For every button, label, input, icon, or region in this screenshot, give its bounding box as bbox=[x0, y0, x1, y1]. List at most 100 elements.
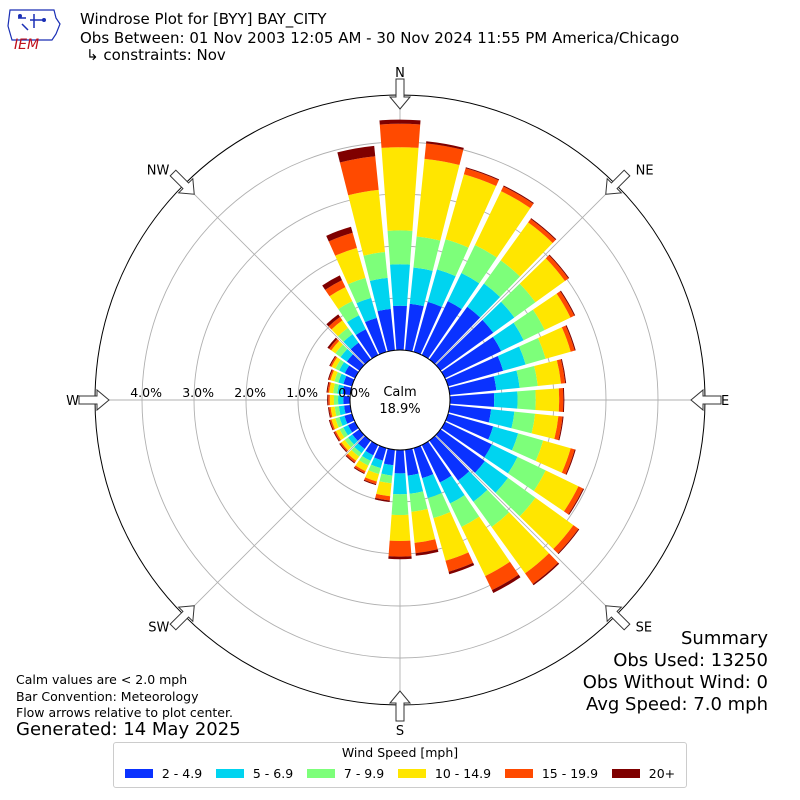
windrose-bar-segment bbox=[427, 269, 456, 307]
windrose-bar-segment bbox=[370, 457, 383, 469]
windrose-bar-segment bbox=[435, 429, 485, 473]
compass-label-se: SE bbox=[636, 621, 652, 636]
windrose-bar-segment bbox=[365, 441, 379, 456]
legend-items: 2 - 4.9 5 - 6.9 7 - 9.9 10 - 14.9 15 - 19.9 2… bbox=[118, 766, 682, 781]
windrose-bar-segment bbox=[450, 495, 480, 527]
windrose-bar-segment bbox=[348, 434, 358, 445]
iem-logo-graphic: IEM bbox=[7, 9, 61, 53]
windrose-bar-segment bbox=[553, 525, 579, 554]
flow-arrow bbox=[169, 605, 195, 631]
windrose-bar-segment bbox=[339, 427, 348, 438]
legend-swatch bbox=[306, 769, 335, 778]
windrose-bar-segment bbox=[448, 376, 497, 395]
windrose-bar-segment bbox=[519, 497, 574, 550]
windrose-bar-segment bbox=[338, 395, 344, 405]
grid-spoke bbox=[184, 184, 401, 401]
windrose-bar-segment bbox=[463, 168, 499, 187]
windrose-bar-segment bbox=[379, 473, 393, 484]
windrose-bar-segment bbox=[333, 383, 339, 394]
windrose-bar-segment bbox=[535, 388, 560, 412]
windrose-bar-segment bbox=[346, 354, 365, 371]
legend-item: 5 - 6.9 bbox=[215, 766, 293, 781]
windrose-bar-segment bbox=[528, 219, 556, 243]
windrose-bar-segment bbox=[331, 357, 341, 369]
compass-label-n: N bbox=[395, 66, 405, 81]
flow-note: Flow arrows relative to plot center. bbox=[16, 705, 233, 720]
windrose-bar-segment bbox=[334, 372, 342, 383]
windrose-bar-segment bbox=[327, 382, 331, 393]
legend-swatch bbox=[397, 769, 426, 778]
windrose-bar-segment bbox=[421, 441, 452, 483]
compass-label-nw: NW bbox=[147, 163, 170, 178]
windrose-bar-segment bbox=[491, 512, 550, 574]
windrose-bar-segment bbox=[327, 337, 338, 349]
windrose-bar-segment bbox=[422, 474, 442, 499]
windrose-bar-segment bbox=[533, 470, 579, 512]
windrose-bar-segment bbox=[561, 325, 575, 352]
windrose-bar-segment bbox=[381, 463, 394, 476]
windrose-bar-segment bbox=[482, 301, 515, 333]
windrose-bar-segment bbox=[339, 443, 348, 453]
ring-label: 4.0% bbox=[130, 385, 162, 400]
iem-logo: IEM bbox=[4, 6, 64, 53]
flow-arrow bbox=[690, 388, 722, 412]
ring-label: 3.0% bbox=[182, 385, 214, 400]
windrose-bar-segment bbox=[461, 244, 497, 284]
windrose-bar-segment bbox=[483, 260, 521, 298]
windrose-bar-segment bbox=[548, 254, 570, 279]
windrose-bar-segment bbox=[474, 191, 531, 258]
windrose-bar-segment bbox=[426, 141, 464, 150]
windrose-bar-segment bbox=[338, 301, 360, 323]
windrose-bar-segment bbox=[433, 512, 469, 561]
windrose-bar-segment bbox=[326, 381, 330, 393]
windrose-bar-segment bbox=[439, 475, 465, 504]
windrose-bar-segment bbox=[493, 391, 518, 409]
windrose-bar-segment bbox=[497, 346, 526, 371]
ring-label: 2.0% bbox=[234, 385, 266, 400]
grid-spoke bbox=[184, 399, 401, 616]
flow-arrow bbox=[605, 169, 631, 195]
windrose-bar-segment bbox=[335, 429, 345, 441]
windrose-bar-segment bbox=[344, 405, 352, 414]
windrose-bar-segment bbox=[328, 316, 343, 330]
windrose-bar-segment bbox=[335, 247, 366, 285]
windrose-bar-segment bbox=[508, 456, 546, 491]
windrose-bar-segment bbox=[325, 280, 346, 297]
legend-label: 10 - 14.9 bbox=[434, 766, 492, 781]
windrose-bar-segment bbox=[531, 413, 559, 440]
windrose-bar-segment bbox=[558, 388, 564, 412]
windrose-bar-segment bbox=[383, 448, 395, 466]
windrose-bar-segment bbox=[488, 409, 515, 429]
windrose-bar-segment bbox=[435, 319, 494, 371]
windrose-bar-segment bbox=[556, 359, 566, 384]
windrose-bar-segment bbox=[337, 384, 344, 395]
legend-label: 20+ bbox=[648, 766, 676, 781]
windrose-bar-segment bbox=[448, 562, 475, 575]
windrose-bar-segment bbox=[339, 156, 379, 196]
ring-label: 0.0% bbox=[338, 385, 370, 400]
windrose-bar-segment bbox=[374, 445, 387, 461]
legend-label: 2 - 4.9 bbox=[161, 766, 203, 781]
windrose-bar-segment bbox=[343, 425, 353, 436]
windrose-bar-segment bbox=[342, 385, 352, 395]
windrose-bar-segment bbox=[357, 435, 371, 449]
windrose-bar-segment bbox=[328, 419, 334, 431]
windrose-bar-segment bbox=[338, 405, 346, 416]
windrose-bar-segment bbox=[467, 283, 501, 318]
windrose-bar-segment bbox=[344, 365, 359, 379]
windrose-bar-segment bbox=[330, 406, 337, 418]
windrose-bar-segment bbox=[327, 394, 329, 406]
windrose-bar-segment bbox=[562, 387, 565, 413]
windrose-bar-segment bbox=[388, 540, 412, 557]
windrose-bar-segment bbox=[474, 461, 509, 493]
legend-item: 15 - 19.9 bbox=[504, 766, 598, 781]
flow-arrow bbox=[388, 690, 412, 722]
windrose-bar-segment bbox=[346, 453, 357, 463]
windrose-bar-segment bbox=[445, 356, 504, 387]
windrose-bar-segment bbox=[391, 493, 409, 515]
windrose-bar-segment bbox=[565, 325, 576, 351]
windrose-bar-segment bbox=[326, 314, 341, 327]
windrose-bar-segment bbox=[337, 327, 353, 342]
windrose-bar-segment bbox=[330, 356, 338, 367]
